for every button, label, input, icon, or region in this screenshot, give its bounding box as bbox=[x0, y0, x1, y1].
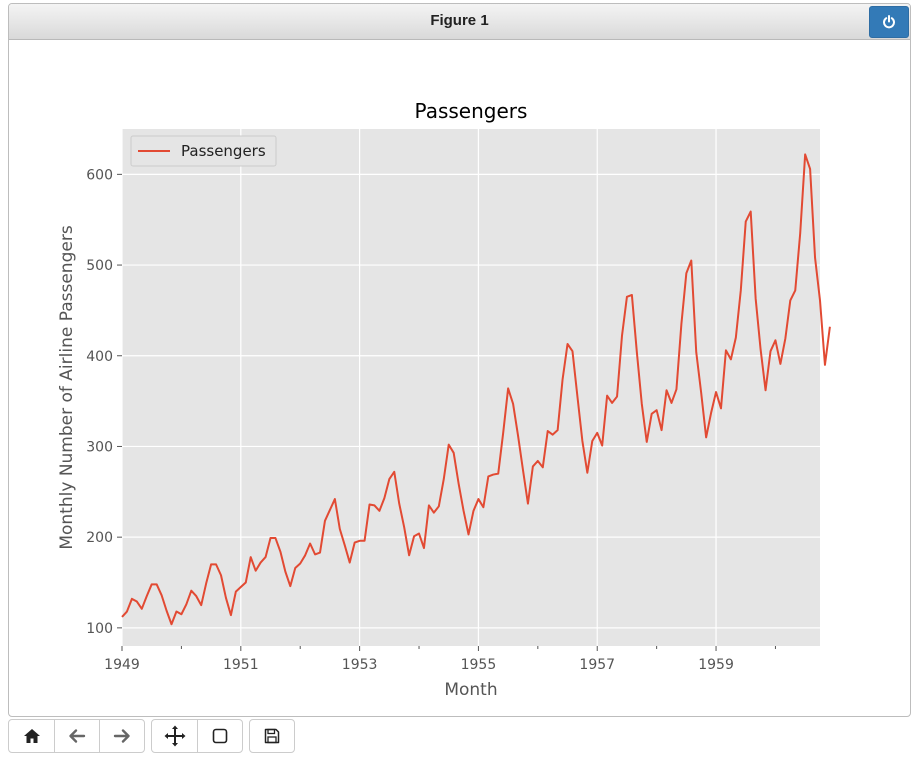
legend: Passengers bbox=[130, 135, 277, 167]
home-button[interactable] bbox=[9, 720, 54, 752]
plot-area[interactable]: 1949 1951 1953 1955 1957 1959 100 200 300 400 500… bbox=[9, 41, 910, 716]
x-axis-label: Month bbox=[444, 680, 497, 700]
arrow-left-icon bbox=[69, 729, 86, 743]
x-tick-label: 1955 bbox=[461, 657, 497, 673]
zoom-pan-group bbox=[151, 719, 243, 753]
square-icon bbox=[212, 728, 228, 744]
x-tick-label: 1953 bbox=[342, 657, 378, 673]
legend-box bbox=[130, 135, 277, 167]
save-group bbox=[249, 719, 295, 753]
x-tick-label: 1959 bbox=[698, 657, 734, 673]
series-line-passengers bbox=[121, 153, 831, 626]
pan-button[interactable] bbox=[152, 720, 197, 752]
x-tick-label: 1949 bbox=[104, 657, 140, 673]
y-tick-label: 600 bbox=[86, 167, 113, 183]
axes-background bbox=[122, 129, 820, 646]
forward-button[interactable] bbox=[99, 720, 144, 752]
save-button[interactable] bbox=[250, 720, 294, 752]
window-title: Figure 1 bbox=[430, 12, 489, 29]
save-icon bbox=[264, 728, 280, 744]
home-icon bbox=[23, 729, 40, 743]
arrow-right-icon bbox=[113, 729, 130, 743]
y-tick-label: 500 bbox=[86, 258, 113, 274]
y-tick-label: 100 bbox=[86, 621, 113, 637]
close-figure-button[interactable] bbox=[869, 6, 909, 38]
y-axis-label: Monthly Number of Airline Passengers bbox=[57, 225, 77, 549]
line-chart: 1949 1951 1953 1955 1957 1959 100 200 300 400 500… bbox=[57, 99, 831, 700]
x-tick-label: 1957 bbox=[579, 657, 615, 673]
y-tick-label: 300 bbox=[86, 439, 113, 455]
chart-title: Passengers bbox=[415, 99, 528, 123]
titlebar: Figure 1 bbox=[9, 4, 910, 40]
back-button[interactable] bbox=[54, 720, 99, 752]
zoom-rect-button[interactable] bbox=[197, 720, 242, 752]
figure-window: Figure 1 1949 1951 1953 1955 1957 1959 100 200… bbox=[8, 3, 911, 717]
navigation-group bbox=[8, 719, 145, 753]
legend-label-passengers: Passengers bbox=[181, 142, 266, 160]
gridlines bbox=[121, 129, 820, 646]
power-icon bbox=[883, 15, 895, 29]
y-tick-label: 400 bbox=[86, 349, 113, 365]
y-axis-ticks: 100 200 300 400 500 600 bbox=[86, 167, 122, 637]
x-axis-ticks: 1949 1951 1953 1955 1957 1959 bbox=[104, 646, 776, 673]
y-tick-label: 200 bbox=[86, 530, 113, 546]
x-tick-label: 1951 bbox=[223, 657, 259, 673]
move-icon bbox=[164, 725, 185, 747]
